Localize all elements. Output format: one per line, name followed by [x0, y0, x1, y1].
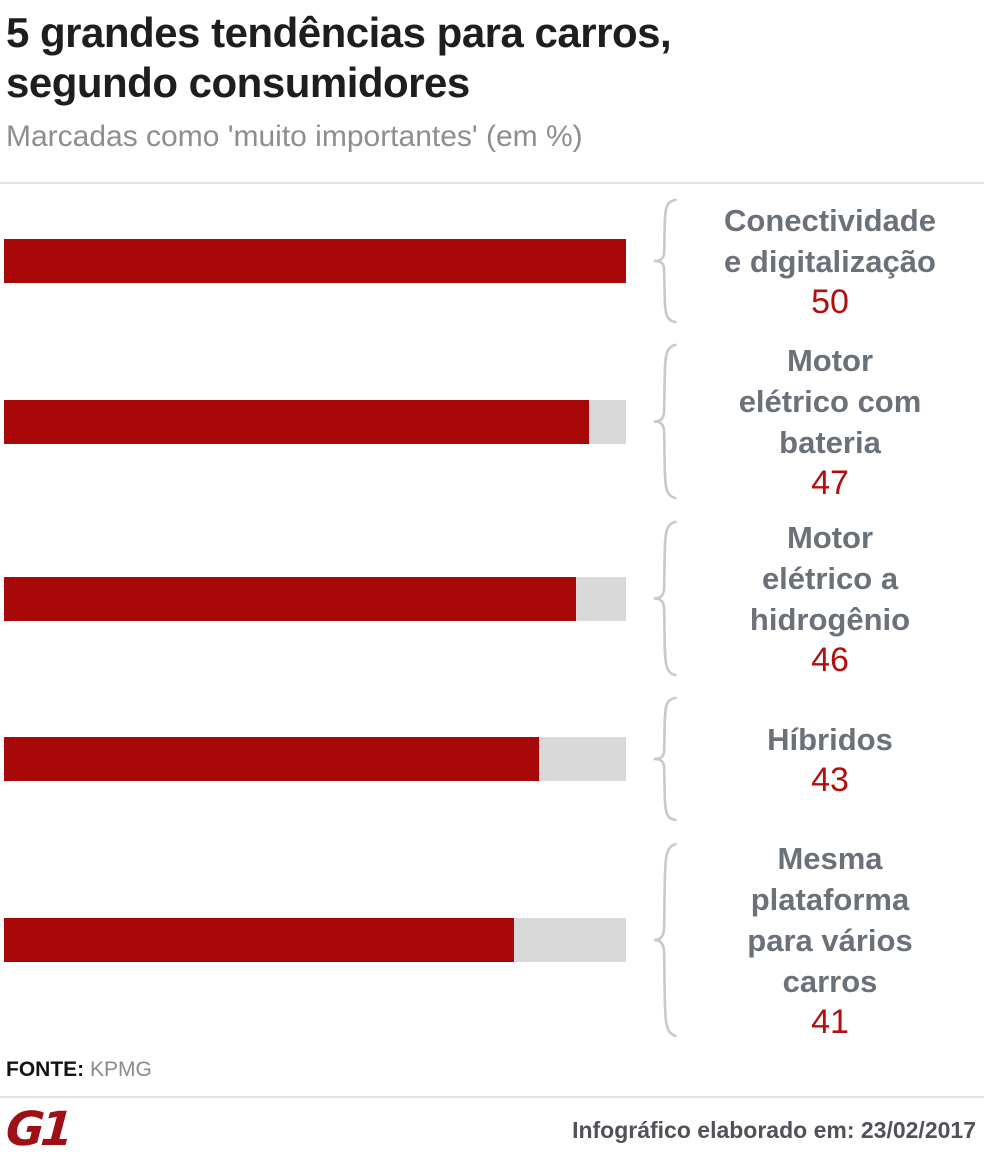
category-label-line: Híbridos	[767, 721, 893, 757]
footer-bar: G1 Infográfico elaborado em: 23/02/2017	[4, 1098, 980, 1155]
source-label: FONTE:	[6, 1058, 85, 1081]
value-label: 41	[811, 1003, 849, 1041]
bar-track	[4, 737, 626, 781]
page-title: 5 grandes tendências para carros, segund…	[4, 8, 980, 108]
header-divider	[0, 182, 984, 184]
curly-brace-icon	[646, 517, 680, 680]
value-label: 50	[811, 283, 849, 321]
chart-subtitle: Marcadas como 'muito importantes' (em %)	[6, 120, 583, 153]
bar-track	[4, 918, 626, 962]
category-label-line: elétrico com	[738, 384, 922, 419]
bar-fill	[4, 737, 539, 781]
category-label: Motor elétrico com bateria	[684, 340, 976, 463]
bar-row: Mesma plataforma para vários carros 41	[4, 838, 980, 1042]
bar-track	[4, 399, 626, 444]
bar-label-block: Conectividade e digitalização 50	[680, 200, 980, 322]
title-line-1: 5 grandes tendências para carros,	[6, 9, 672, 56]
value-label: 47	[811, 464, 849, 502]
value-label: 43	[811, 760, 849, 799]
category-label-line: plataforma	[750, 882, 910, 917]
category-label: Mesma plataforma para vários carros	[684, 838, 976, 1002]
category-label-line: bateria	[779, 425, 881, 460]
bar-row: Motor elétrico a hidrogênio 46	[4, 517, 980, 680]
bar-row: Híbridos 43	[4, 694, 980, 824]
category-label-line: para vários	[747, 923, 913, 958]
curly-brace-icon	[646, 694, 680, 824]
category-label: Conectividade e digitalização	[684, 200, 976, 282]
bar-track	[4, 239, 626, 283]
category-label-line: Motor	[786, 343, 874, 378]
bar-fill	[4, 399, 589, 444]
curly-brace-icon	[646, 340, 680, 503]
g1-logo: G1	[4, 1102, 72, 1155]
category-label-line: carros	[782, 964, 878, 999]
category-label-line: Conectividade	[724, 203, 936, 238]
curly-brace-icon	[646, 838, 680, 1042]
bar-row: Motor elétrico com bateria 47	[4, 340, 980, 503]
bar-chart: Conectividade e digitalização 50 Motor elétr…	[4, 184, 980, 1042]
credit-text: Infográfico elaborado em: 23/02/2017	[572, 1116, 976, 1143]
category-label-line: Motor	[786, 520, 874, 555]
category-label-line: hidrogênio	[749, 602, 911, 637]
category-label-line: e digitalização	[724, 244, 936, 279]
bar-fill	[4, 918, 515, 962]
bar-label-block: Híbridos 43	[680, 719, 980, 800]
bar-label-block: Motor elétrico a hidrogênio 46	[680, 517, 980, 680]
bar-fill	[4, 576, 577, 621]
category-label: Motor elétrico a hidrogênio	[684, 517, 976, 640]
title-line-2: segundo consumidores	[6, 59, 470, 106]
category-label: Híbridos	[684, 719, 976, 760]
bar-track	[4, 576, 626, 621]
bar-label-block: Motor elétrico com bateria 47	[680, 340, 980, 503]
bar-label-block: Mesma plataforma para vários carros 41	[680, 838, 980, 1042]
bar-fill	[4, 239, 626, 283]
source-value: KPMG	[90, 1058, 152, 1081]
footer-divider	[0, 1096, 984, 1098]
bar-row: Conectividade e digitalização 50	[4, 196, 980, 326]
curly-brace-icon	[646, 196, 680, 326]
category-label-line: Mesma	[777, 841, 883, 876]
value-label: 46	[811, 641, 849, 679]
category-label-line: elétrico a	[761, 561, 899, 596]
source-line: FONTE: KPMG	[4, 1058, 980, 1082]
